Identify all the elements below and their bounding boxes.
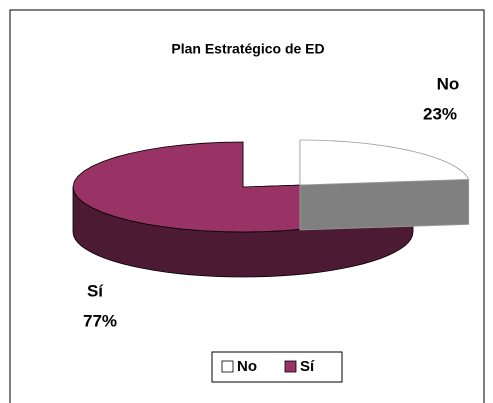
data-label-category: Sí [87,281,104,300]
legend-swatch [284,360,297,373]
legend-label: Sí [300,358,315,375]
data-label-value: 77% [83,311,117,330]
pie [72,139,470,278]
legend [211,351,343,383]
slice [299,139,470,186]
slice-face [299,178,470,231]
legend-swatch [221,360,234,373]
legend-label: No [237,358,257,375]
chart-title: Plan Estratégico de ED [171,41,324,57]
data-label-value: 23% [423,104,457,123]
data-label-category: No [437,74,460,93]
